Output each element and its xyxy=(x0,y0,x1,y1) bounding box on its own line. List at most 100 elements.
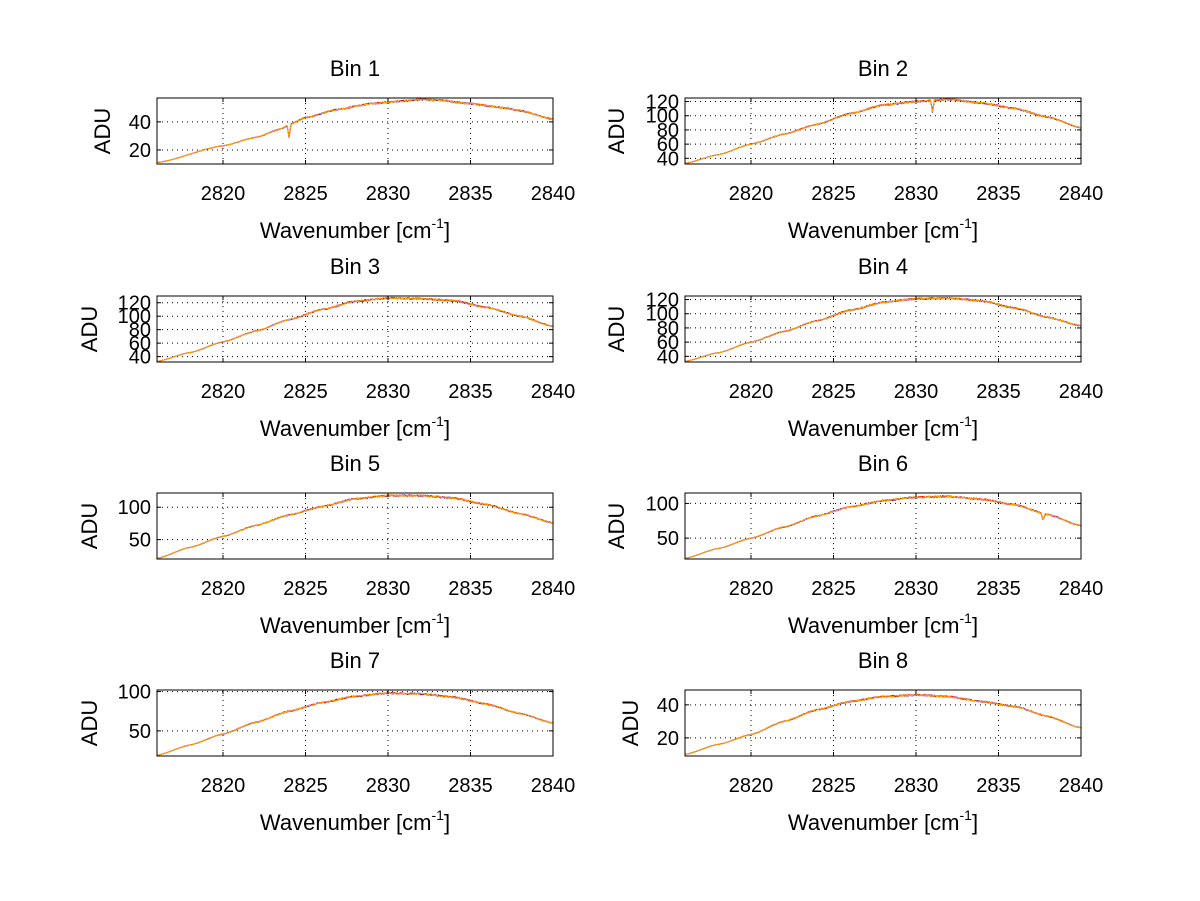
series-line-s2 xyxy=(156,98,554,164)
x-axis-label-superscript: -1 xyxy=(960,807,973,823)
x-tick-label: 2840 xyxy=(531,578,576,600)
x-tick-label: 2820 xyxy=(729,381,774,403)
x-axis-label-superscript: -1 xyxy=(432,215,445,231)
x-axis-label-main: Wavenumber [cm xyxy=(260,416,432,441)
y-axis-label: ADU xyxy=(604,503,629,549)
series-line-s1 xyxy=(156,296,554,362)
y-tick-label: 100 xyxy=(118,306,151,328)
x-axis-label: Wavenumber [cm-1] xyxy=(260,413,450,441)
x-axis-label-end: ] xyxy=(972,416,978,441)
x-axis-label-superscript: -1 xyxy=(960,610,973,626)
x-axis-label-superscript: -1 xyxy=(432,610,445,626)
subplot-title: Bin 2 xyxy=(858,56,908,81)
y-tick-label: 40 xyxy=(657,346,679,368)
y-tick-label: 50 xyxy=(129,721,151,743)
x-tick-label: 2830 xyxy=(366,578,411,600)
y-tick-label: 120 xyxy=(118,293,151,315)
subplot-title: Bin 7 xyxy=(330,648,380,673)
series-line-s3 xyxy=(156,692,554,756)
y-axis-label: ADU xyxy=(90,108,115,154)
series-line-s2 xyxy=(684,297,1082,362)
y-axis-label: ADU xyxy=(77,306,102,352)
x-tick-label: 2820 xyxy=(729,183,774,205)
x-axis-label-main: Wavenumber [cm xyxy=(260,218,432,243)
x-axis-label-end: ] xyxy=(444,613,450,638)
y-tick-label: 120 xyxy=(646,92,679,114)
x-axis-label: Wavenumber [cm-1] xyxy=(788,610,978,638)
x-tick-label: 2835 xyxy=(448,381,493,403)
x-tick-label: 2840 xyxy=(1059,183,1104,205)
y-tick-label: 20 xyxy=(129,140,151,162)
series-line-s2 xyxy=(156,494,554,559)
y-tick-label: 100 xyxy=(646,304,679,326)
series-line-s3 xyxy=(156,98,554,164)
series-line-s2 xyxy=(684,495,1082,559)
x-axis-label: Wavenumber [cm-1] xyxy=(788,215,978,243)
x-tick-label: 2835 xyxy=(976,183,1021,205)
axes-frame xyxy=(156,295,554,363)
series-line-s3 xyxy=(684,98,1082,164)
subplot-title: Bin 5 xyxy=(330,451,380,476)
x-axis-label-superscript: -1 xyxy=(960,215,973,231)
x-tick-label: 2830 xyxy=(366,381,411,403)
x-tick-label: 2830 xyxy=(894,381,939,403)
x-tick-label: 2840 xyxy=(1059,775,1104,797)
series-line-s1 xyxy=(684,693,1082,755)
x-axis-label: Wavenumber [cm-1] xyxy=(788,413,978,441)
y-tick-label: 100 xyxy=(118,497,151,519)
y-tick-label: 50 xyxy=(657,528,679,550)
subplot-bin-8: 2820 2825 2830 2835 2840 20 40 Bin 8 Wavenumber … xyxy=(618,648,1103,835)
x-tick-label: 2840 xyxy=(1059,578,1104,600)
y-tick-label: 100 xyxy=(118,682,151,704)
series-line-s2 xyxy=(156,296,554,362)
series-line-s2 xyxy=(156,691,554,756)
x-tick-label: 2835 xyxy=(448,183,493,205)
x-axis-label-main: Wavenumber [cm xyxy=(788,416,960,441)
subplot-title: Bin 3 xyxy=(330,254,380,279)
x-axis-label-end: ] xyxy=(444,416,450,441)
x-axis-label-end: ] xyxy=(972,613,978,638)
y-axis-label: ADU xyxy=(77,503,102,549)
x-tick-label: 2825 xyxy=(811,775,856,797)
x-axis-label: Wavenumber [cm-1] xyxy=(260,807,450,835)
y-axis-label: ADU xyxy=(618,700,643,746)
x-tick-label: 2825 xyxy=(283,381,328,403)
x-tick-label: 2840 xyxy=(531,775,576,797)
x-tick-label: 2820 xyxy=(729,775,774,797)
x-tick-label: 2830 xyxy=(894,183,939,205)
x-tick-label: 2840 xyxy=(531,381,576,403)
series-line-s3 xyxy=(684,296,1082,362)
y-tick-label: 40 xyxy=(129,347,151,369)
y-tick-label: 40 xyxy=(129,112,151,134)
subplot-bin-1: 2820 2825 2830 2835 2840 20 40 Bin 1 Wavenumber … xyxy=(90,56,575,243)
series-line-s3 xyxy=(156,494,554,559)
x-axis-label: Wavenumber [cm-1] xyxy=(788,807,978,835)
x-tick-label: 2825 xyxy=(811,183,856,205)
y-axis-label: ADU xyxy=(77,700,102,746)
x-axis-label-end: ] xyxy=(444,810,450,835)
y-tick-label: 120 xyxy=(646,290,679,312)
x-tick-label: 2830 xyxy=(366,775,411,797)
y-axis-label: ADU xyxy=(604,306,629,352)
x-tick-label: 2835 xyxy=(448,578,493,600)
series-line-s1 xyxy=(684,296,1082,362)
x-tick-label: 2830 xyxy=(894,775,939,797)
x-axis-label-main: Wavenumber [cm xyxy=(788,218,960,243)
x-tick-label: 2830 xyxy=(894,578,939,600)
series-line-s1 xyxy=(684,98,1082,164)
axes-frame xyxy=(684,689,1082,757)
y-tick-label: 50 xyxy=(129,530,151,552)
axes-frame xyxy=(156,689,554,757)
x-tick-label: 2820 xyxy=(201,183,246,205)
series-line-s2 xyxy=(684,98,1082,164)
subplot-title: Bin 6 xyxy=(858,451,908,476)
y-tick-label: 20 xyxy=(657,728,679,750)
axes-frame xyxy=(684,492,1082,560)
x-axis-label: Wavenumber [cm-1] xyxy=(260,610,450,638)
series-line-s3 xyxy=(684,693,1082,755)
subplot-title: Bin 4 xyxy=(858,254,908,279)
axes-frame xyxy=(156,97,554,165)
